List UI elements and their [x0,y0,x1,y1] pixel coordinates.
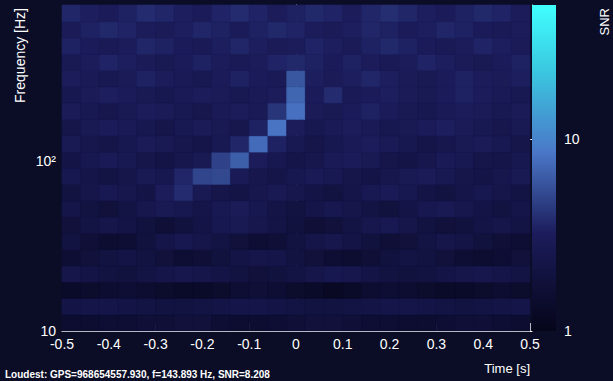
svg-text:1: 1 [564,323,572,339]
svg-text:-0.2: -0.2 [190,336,214,352]
svg-text:Time [s]: Time [s] [484,361,530,376]
svg-text:0.4: 0.4 [473,336,493,352]
svg-text:0.3: 0.3 [427,336,447,352]
svg-text:-0.3: -0.3 [144,336,168,352]
svg-text:-0.1: -0.1 [237,336,261,352]
svg-text:SNR: SNR [597,8,612,35]
svg-text:Frequency [Hz]: Frequency [Hz] [12,8,28,103]
svg-text:-0.5: -0.5 [50,336,74,352]
svg-text:0.5: 0.5 [520,336,540,352]
svg-text:0.2: 0.2 [380,336,400,352]
svg-text:Loudest: GPS=968654557.930, f=: Loudest: GPS=968654557.930, f=143.893 Hz… [5,369,270,380]
svg-text:0.1: 0.1 [333,336,353,352]
svg-text:-0.4: -0.4 [97,336,121,352]
svg-text:0: 0 [292,336,300,352]
svg-text:10: 10 [40,323,56,339]
svg-text:10²: 10² [36,153,57,169]
svg-text:10: 10 [564,131,580,147]
